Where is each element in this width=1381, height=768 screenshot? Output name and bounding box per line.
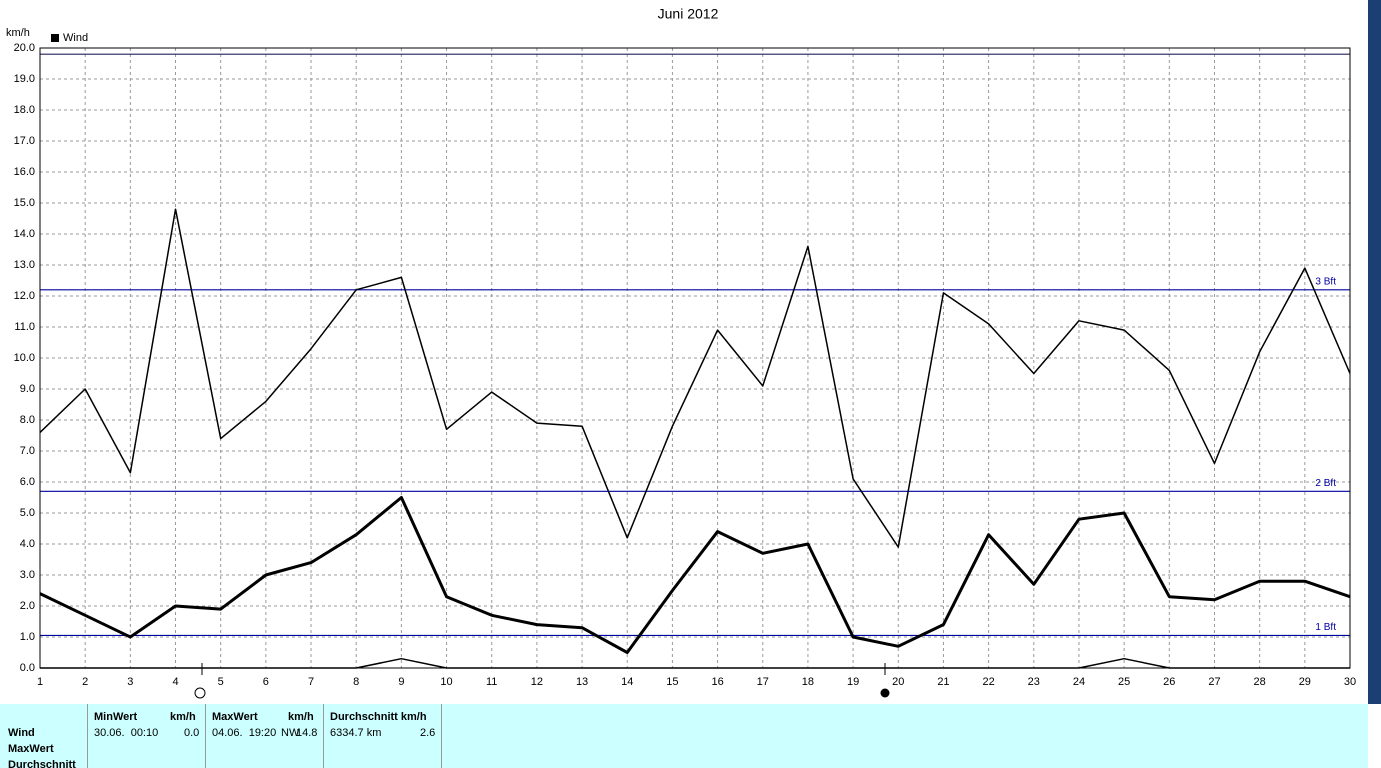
y-tick-label: 5.0 (20, 507, 35, 519)
distance: 6334.7 km (330, 727, 382, 739)
unit: km/h (288, 711, 314, 723)
y-tick-label: 6.0 (20, 476, 35, 488)
y-tick-label: 13.0 (14, 259, 35, 271)
x-tick-label: 10 (440, 676, 452, 688)
x-tick-label: 11 (486, 676, 497, 688)
x-tick-label: 3 (127, 676, 133, 688)
window-edge (1368, 0, 1381, 704)
y-tick-label: 20.0 (14, 42, 35, 54)
x-tick-label: 25 (1118, 676, 1130, 688)
x-tick-label: 4 (172, 676, 178, 688)
reference-label: 3 Bft (1315, 276, 1336, 287)
x-tick-label: 16 (711, 676, 723, 688)
y-tick-label: 3.0 (20, 569, 35, 581)
reference-label: 1 Bft (1315, 622, 1336, 633)
x-tick-label: 30 (1344, 676, 1356, 688)
x-tick-label: 5 (218, 676, 224, 688)
x-tick-label: 21 (937, 676, 949, 688)
direction: NW (281, 727, 300, 739)
separator (205, 704, 206, 768)
x-tick-label: 13 (576, 676, 588, 688)
y-tick-label: 16.0 (14, 166, 35, 178)
x-tick-label: 26 (1163, 676, 1175, 688)
unit: km/h (170, 711, 196, 723)
y-tick-label: 19.0 (14, 73, 35, 85)
x-tick-label: 24 (1073, 676, 1085, 688)
series-line (39, 496, 1351, 654)
y-unit: km/h (6, 27, 30, 39)
series-line (39, 208, 1351, 548)
x-tick-label: 2 (82, 676, 88, 688)
x-tick-label: 27 (1208, 676, 1220, 688)
legend-label: Wind (63, 32, 88, 44)
value: 14.8 (296, 727, 318, 739)
separator (323, 704, 324, 768)
x-tick-label: 18 (802, 676, 814, 688)
x-tick-label: 8 (353, 676, 359, 688)
value: 0.0 (184, 727, 200, 739)
x-tick-label: 22 (982, 676, 994, 688)
x-tick-label: 29 (1299, 676, 1311, 688)
row-label: Durchschnitt (8, 759, 76, 768)
x-tick-label: 9 (398, 676, 404, 688)
x-tick-label: 28 (1254, 676, 1266, 688)
legend-swatch (51, 34, 59, 42)
x-tick-label: 23 (1028, 676, 1040, 688)
y-tick-label: 10.0 (14, 352, 35, 364)
max-marker (880, 688, 890, 698)
x-tick-label: 1 (37, 676, 43, 688)
header: Durchschnitt km/h (330, 711, 427, 723)
separator (441, 704, 442, 768)
series-line (40, 657, 1350, 669)
y-tick-label: 7.0 (20, 445, 35, 457)
y-tick-label: 14.0 (14, 228, 35, 240)
y-tick-label: 2.0 (20, 600, 35, 612)
plot-border (39, 47, 1351, 669)
y-tick-label: 15.0 (14, 197, 35, 209)
time: 30.06. 00:10 (94, 727, 159, 739)
y-tick-label: 4.0 (20, 538, 35, 550)
y-tick-label: 11.0 (14, 321, 35, 333)
x-tick-label: 15 (666, 676, 678, 688)
reference-label: 2 Bft (1315, 478, 1336, 489)
y-tick-label: 8.0 (20, 414, 35, 426)
header: MinWert (94, 711, 138, 723)
row-label: Wind (8, 727, 35, 739)
value: 2.6 (420, 727, 436, 739)
x-tick-label: 19 (847, 676, 859, 688)
chart-title: Juni 2012 (658, 6, 719, 22)
x-tick-label: 17 (757, 676, 769, 688)
plot: 3 Bft 2 Bft 1 Bft (39, 53, 1351, 669)
x-tick-label: 20 (892, 676, 904, 688)
time: 04.06. 19:20 (212, 727, 277, 739)
x-tick-label: 12 (531, 676, 543, 688)
y-tick-label: 18.0 (14, 104, 35, 116)
x-tick-label: 7 (308, 676, 314, 688)
grid (39, 47, 1351, 669)
y-tick-label: 0.0 (20, 662, 35, 674)
min-marker (194, 687, 206, 699)
separator (87, 704, 88, 768)
row-label: MaxWert (8, 743, 54, 755)
x-tick-label: 14 (621, 676, 633, 688)
y-tick-label: 9.0 (20, 383, 35, 395)
y-tick-label: 1.0 (20, 631, 35, 643)
y-tick-label: 12.0 (14, 290, 35, 302)
header: MaxWert (212, 711, 258, 723)
stats-panel: Wind MaxWert Durchschnitt MinWert km/h 3… (0, 704, 1368, 768)
y-tick-label: 17.0 (14, 135, 35, 147)
x-tick-label: 6 (263, 676, 269, 688)
